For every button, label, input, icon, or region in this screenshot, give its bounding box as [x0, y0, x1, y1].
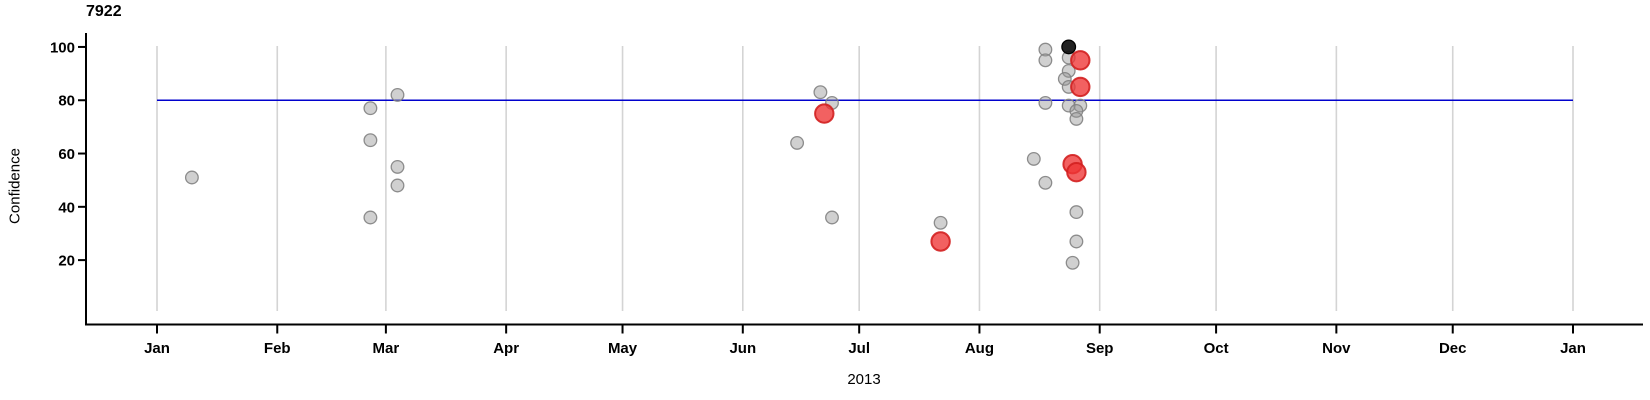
data-point-standard-points	[363, 210, 378, 225]
data-point-standard-points	[1057, 71, 1072, 86]
data-point-standard-points	[1038, 42, 1053, 57]
data-point-standard-points	[390, 87, 405, 102]
y-tick-label: 80	[58, 93, 75, 110]
data-point-standard-points	[825, 210, 839, 225]
data-point-standard-points	[1061, 98, 1076, 113]
x-tick-label: Mar	[373, 340, 400, 357]
data-point-highlighted-points	[1070, 50, 1091, 71]
data-point-standard-points	[390, 178, 405, 193]
x-tick-label: Jul	[848, 340, 870, 357]
data-point-standard-points	[184, 170, 199, 185]
data-point-highlighted-points	[814, 103, 835, 124]
x-tick-label: Oct	[1204, 340, 1229, 357]
data-point-standard-points	[1069, 205, 1084, 220]
y-tick-label: 20	[58, 253, 75, 270]
data-point-standard-points	[1069, 234, 1084, 249]
x-tick-label: Sep	[1086, 340, 1114, 357]
y-axis-title: Confidence	[6, 148, 24, 224]
data-point-standard-points	[1038, 53, 1053, 68]
data-point-standard-points	[1065, 255, 1080, 270]
data-point-standard-points	[390, 159, 405, 174]
data-point-standard-points	[1026, 151, 1041, 166]
x-tick-label: Dec	[1439, 340, 1467, 357]
y-tick-label: 60	[58, 146, 75, 163]
y-tick-label: 40	[58, 199, 75, 216]
x-axis-title: 2013	[847, 371, 881, 388]
data-point-standard-points	[1038, 175, 1053, 190]
data-point-dark-point	[1061, 39, 1077, 55]
x-tick-label: Aug	[965, 340, 994, 357]
data-point-standard-points	[363, 133, 378, 148]
x-tick-label: May	[608, 340, 638, 357]
x-tick-label: Apr	[493, 340, 519, 357]
data-point-standard-points	[1038, 95, 1053, 110]
y-tick-label: 100	[50, 39, 75, 56]
data-point-standard-points	[933, 215, 948, 230]
data-point-highlighted-points	[1066, 162, 1087, 183]
data-point-standard-points	[1061, 63, 1076, 78]
x-tick-label: Jun	[729, 340, 756, 357]
data-point-highlighted-points	[1070, 76, 1091, 98]
data-point-standard-points	[790, 135, 805, 150]
data-point-highlighted-points	[930, 231, 951, 252]
data-point-standard-points	[1069, 111, 1084, 126]
x-tick-label: Nov	[1322, 340, 1351, 357]
chart-title: 7922	[86, 3, 122, 20]
data-point-standard-points	[363, 101, 378, 116]
x-tick-label: Jan	[1560, 340, 1586, 357]
x-tick-label: Jan	[144, 340, 170, 357]
x-tick-label: Feb	[264, 340, 291, 357]
data-point-standard-points	[813, 85, 828, 100]
